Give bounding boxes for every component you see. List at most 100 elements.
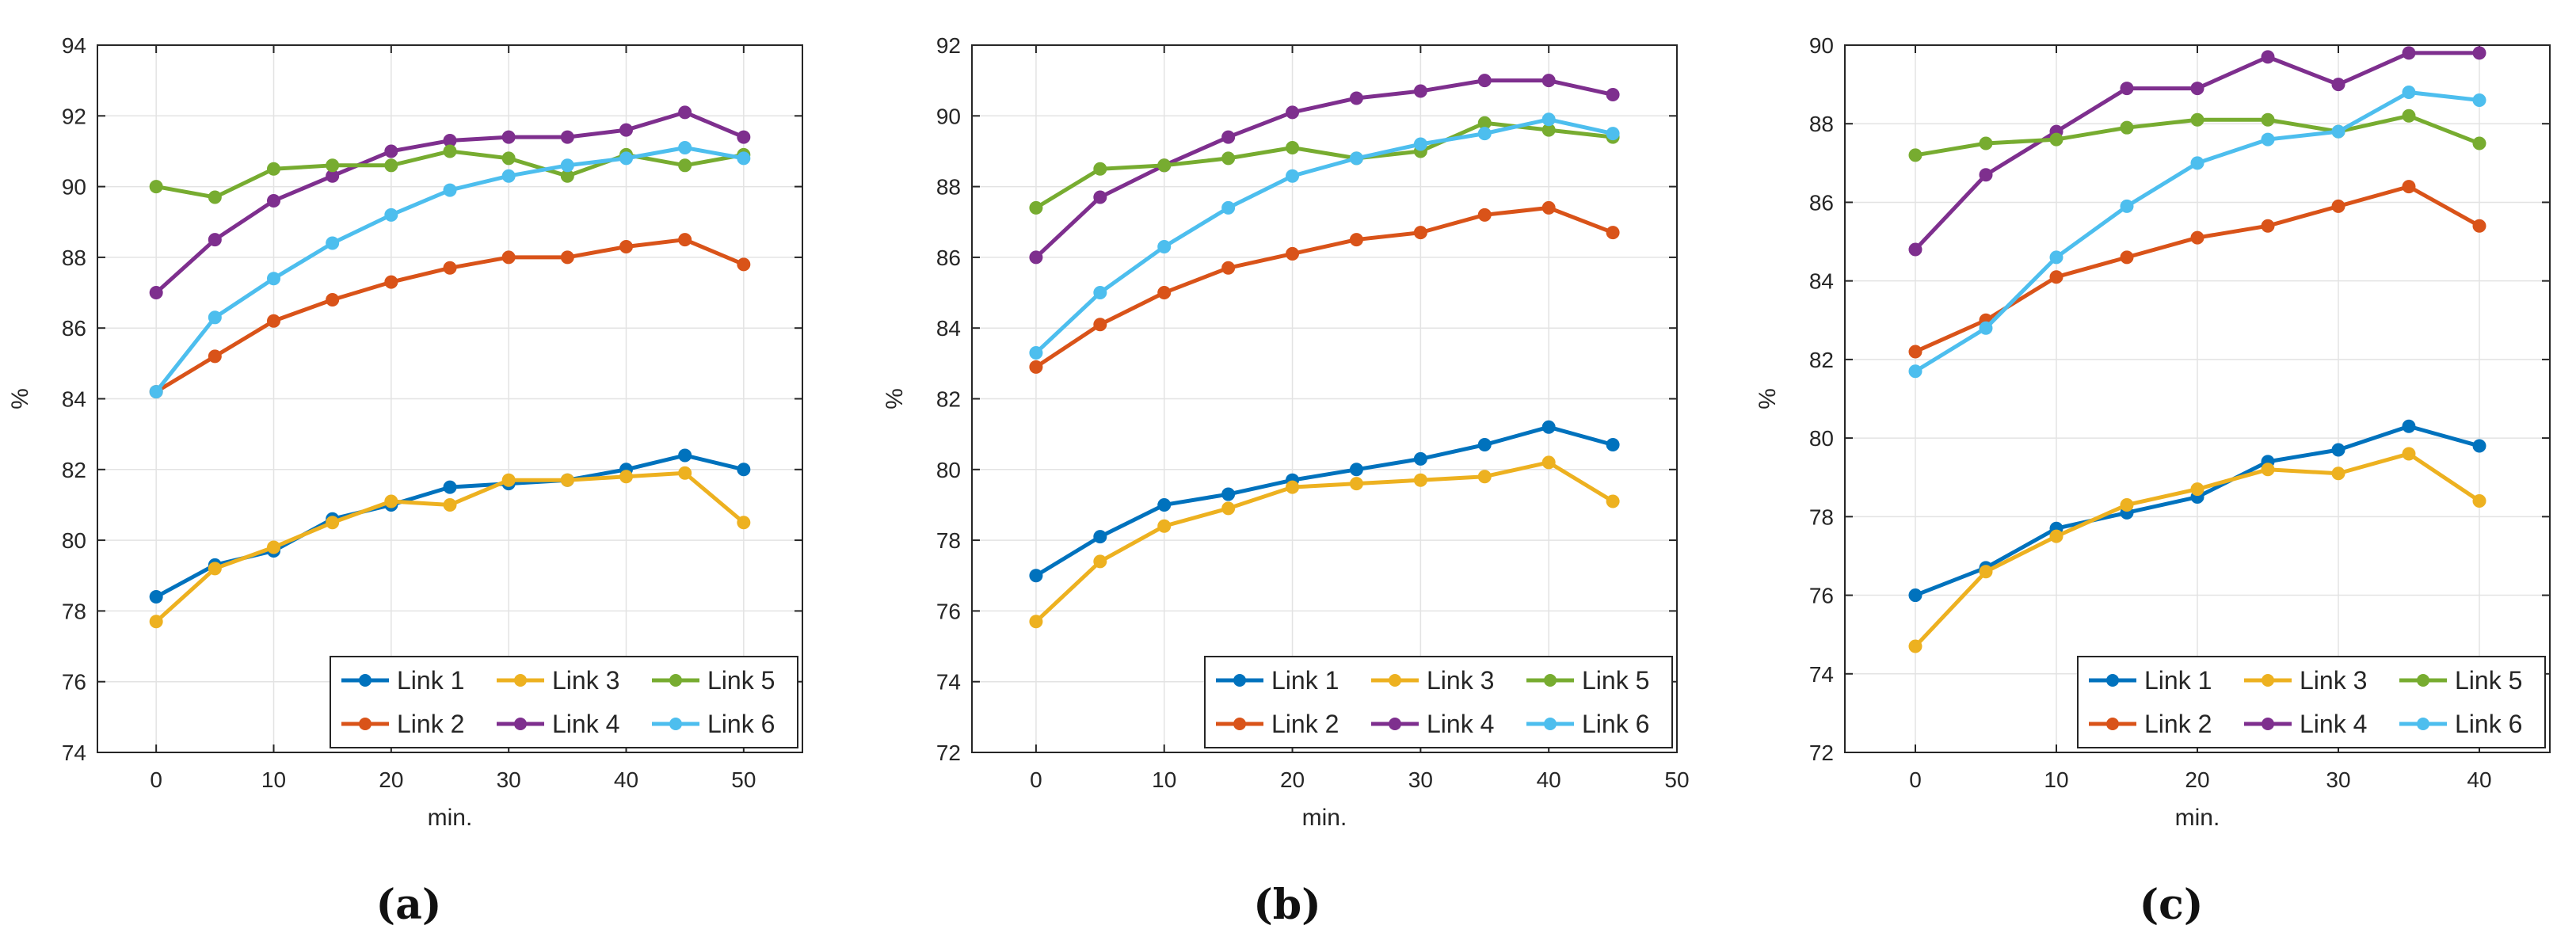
- data-point: [1093, 530, 1107, 544]
- legend-label: Link 4: [552, 710, 619, 738]
- y-tick-label: 82: [62, 458, 86, 482]
- legend-item: Link 4: [497, 710, 619, 738]
- legend-label: Link 1: [1271, 666, 1339, 695]
- panel-caption: (c): [2140, 881, 2204, 929]
- data-point: [208, 310, 222, 325]
- data-point: [2261, 463, 2275, 477]
- data-point: [326, 516, 340, 530]
- legend-swatch-marker: [359, 674, 372, 687]
- legend-swatch-marker: [1544, 718, 1557, 730]
- x-tick-label: 30: [2326, 767, 2350, 792]
- data-point: [443, 183, 457, 197]
- data-point: [1029, 360, 1043, 374]
- data-point: [2120, 82, 2134, 96]
- y-tick-label: 90: [62, 175, 86, 200]
- y-tick-label: 86: [1809, 190, 1834, 215]
- data-point: [619, 470, 633, 484]
- legend-item: Link 2: [2089, 710, 2212, 738]
- y-tick-label: 82: [1809, 348, 1834, 372]
- data-point: [1221, 151, 1236, 166]
- x-tick-label: 10: [261, 767, 286, 792]
- data-point: [619, 123, 633, 137]
- y-tick-label: 84: [936, 316, 961, 341]
- legend-item: Link 5: [652, 666, 775, 695]
- data-point: [1286, 480, 1300, 494]
- data-point: [208, 190, 222, 204]
- data-point: [384, 208, 398, 222]
- legend-item: Link 4: [1371, 710, 1494, 738]
- y-axis-label: %: [882, 388, 908, 409]
- x-tick-label: 0: [1030, 767, 1042, 792]
- data-point: [737, 151, 751, 166]
- data-point: [1093, 318, 1107, 332]
- data-point: [1349, 477, 1363, 491]
- legend-item: Link 5: [2399, 666, 2522, 695]
- x-tick-label: 30: [497, 767, 521, 792]
- data-point: [2261, 50, 2275, 64]
- legend-item: Link 2: [1216, 710, 1339, 738]
- y-tick-label: 82: [936, 387, 961, 412]
- data-point: [501, 169, 516, 183]
- data-point: [149, 615, 163, 629]
- data-point: [1029, 615, 1043, 629]
- legend-swatch-marker: [1389, 674, 1401, 687]
- data-point: [560, 158, 574, 173]
- data-point: [1349, 463, 1363, 477]
- data-point: [2120, 120, 2134, 135]
- data-point: [1413, 226, 1427, 240]
- data-point: [1606, 127, 1620, 141]
- data-point: [1413, 84, 1427, 98]
- data-point: [2402, 419, 2416, 433]
- legend-item: Link 6: [1526, 710, 1649, 738]
- x-axis-label: min.: [428, 805, 473, 831]
- data-point: [2331, 78, 2345, 92]
- data-point: [2190, 112, 2204, 127]
- data-point: [2402, 46, 2416, 60]
- data-point: [1477, 74, 1492, 88]
- legend-swatch-marker: [669, 674, 682, 687]
- data-point: [1908, 639, 1922, 653]
- y-tick-label: 92: [936, 33, 961, 58]
- legend-item: Link 5: [1526, 666, 1649, 695]
- data-point: [267, 314, 280, 328]
- data-point: [501, 130, 516, 144]
- data-point: [1157, 286, 1172, 300]
- legend-swatch-marker: [2417, 718, 2429, 730]
- data-point: [1477, 127, 1492, 141]
- data-point: [1221, 200, 1236, 215]
- data-point: [1541, 420, 1556, 434]
- data-point: [678, 140, 692, 154]
- legend-label: Link 3: [552, 666, 619, 695]
- x-tick-label: 10: [1152, 767, 1176, 792]
- data-point: [2331, 443, 2345, 457]
- legend-item: Link 4: [2244, 710, 2367, 738]
- data-point: [1477, 470, 1492, 484]
- y-tick-label: 90: [1809, 33, 1834, 58]
- data-point: [1908, 588, 1922, 603]
- legend-label: Link 2: [1271, 710, 1339, 738]
- y-tick-label: 92: [62, 104, 86, 128]
- legend-label: Link 5: [707, 666, 775, 695]
- data-point: [2049, 270, 2063, 284]
- data-point: [267, 540, 280, 554]
- data-point: [2472, 46, 2486, 60]
- data-point: [1029, 569, 1043, 583]
- legend-label: Link 2: [397, 710, 464, 738]
- data-point: [2472, 93, 2486, 107]
- legend-item: Link 1: [2089, 666, 2212, 695]
- data-point: [267, 162, 280, 176]
- data-point: [1908, 364, 1922, 379]
- data-point: [326, 292, 340, 307]
- data-point: [1157, 240, 1172, 254]
- data-point: [2261, 219, 2275, 233]
- data-point: [737, 257, 751, 272]
- data-point: [1541, 200, 1556, 215]
- y-tick-label: 88: [1809, 112, 1834, 136]
- data-point: [1221, 487, 1236, 501]
- legend-item: Link 3: [497, 666, 619, 695]
- data-point: [2049, 529, 2063, 543]
- data-point: [2472, 219, 2486, 233]
- x-tick-label: 20: [379, 767, 403, 792]
- x-tick-label: 0: [1909, 767, 1922, 792]
- y-tick-label: 84: [62, 387, 86, 412]
